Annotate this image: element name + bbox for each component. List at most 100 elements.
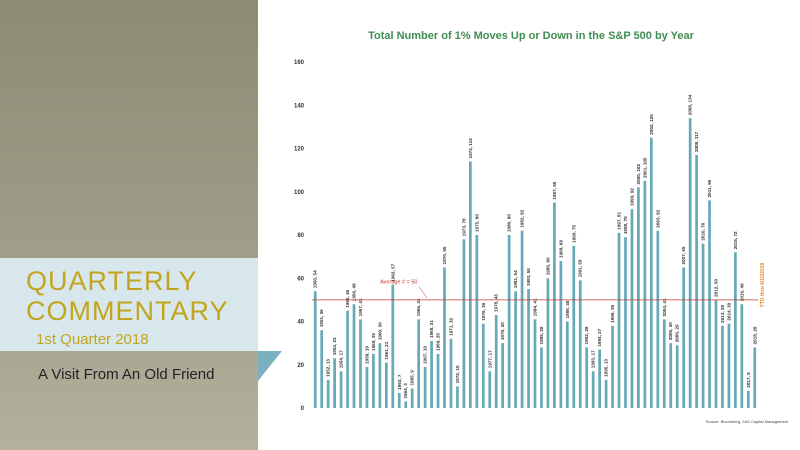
bar-label: 1984, 41 [533,298,538,316]
y-tick-label: 140 [294,103,305,109]
bar-label: 2011, 96 [707,179,712,197]
bar-label: 1982, 82 [520,209,525,227]
bar [436,353,440,408]
bar [333,358,336,408]
bar [352,304,356,408]
bar-label: 1994, 27 [597,328,602,346]
bar-label: 1955, 45 [345,289,350,307]
bar [533,319,537,408]
bar [365,366,369,408]
bar [469,161,472,408]
tagline: A Visit From An Old Friend [38,366,215,383]
bar-label: 1958, 19 [364,346,369,364]
bar-label: 1961, 21 [384,341,389,359]
bar [359,319,362,408]
bar [540,347,543,408]
bar [565,321,569,408]
bar-label: 1965, 9 [410,370,415,386]
bar [417,319,421,408]
bar-label: 1966, 41 [416,298,421,316]
bar [443,267,446,408]
bar-label: 1998, 79 [623,216,628,234]
bar-label: 1967, 19 [423,346,428,364]
bar-label: 1996, 38 [610,304,615,322]
bar [391,284,395,408]
source-note: Source: Bloomberg, JAG Capital Managemen… [705,419,788,424]
bar [494,315,498,408]
banner-title-line1: QUARTERLY [26,266,198,296]
bar [585,347,589,408]
y-tick-label: 160 [294,60,305,66]
bar-label: 1997, 81 [617,212,622,230]
bar [320,330,324,408]
bar [456,386,459,408]
bar [611,325,614,408]
bar [727,323,731,408]
y-tick-label: 80 [297,233,304,239]
bar-label: 1980, 80 [507,214,512,232]
average-label: Average # = 50 [380,280,417,286]
ytd-label: YTD thru 4/10/2018 [760,262,766,307]
left-panel [0,0,258,450]
bar [462,239,466,408]
bar-label: 1964, 3 [403,383,408,399]
bar [326,379,330,408]
bar-label: 2018, 28 [752,326,757,344]
bar [410,388,414,408]
bar-label: 1986, 60 [545,257,550,275]
bar-label: 1983, 55 [526,268,531,286]
bar [397,392,401,408]
bar-label: 2007, 65 [681,246,686,264]
bar-label: 2002, 125 [649,114,654,135]
bar [682,267,686,408]
bar-label: 2010, 76 [701,222,706,240]
bar-label: 1976, 39 [481,302,486,320]
bar [624,237,627,408]
y-tick-label: 40 [297,320,304,326]
bar-label: 2016, 48 [739,283,744,301]
bar [617,232,621,408]
bar [527,289,530,408]
bar-label: 1952, 13 [326,359,331,377]
bar-label: 1987, 95 [552,181,557,199]
bar-label: 1979, 30 [500,322,505,340]
bar [378,343,382,408]
bar-label: 1981, 54 [513,270,518,288]
bar-label: 1959, 25 [371,333,376,351]
bar-label: 1960, 30 [377,322,382,340]
bar-label: 2009, 117 [694,131,699,152]
bar-label: 1954, 17 [339,350,344,368]
banner-subtitle: 1st Quarter 2018 [36,331,149,348]
bar [475,235,479,408]
bar-label: 1968, 31 [429,320,434,338]
bar-label: 2005, 30 [668,322,673,340]
bar-label: 2001, 105 [642,157,647,178]
bar [591,371,595,408]
bar-label: 1951, 36 [319,309,324,327]
bar-chart: 0 20 40 60 80 100 120 140 160 1950, 54 1951, 36 195… [294,60,766,412]
bar [740,304,744,408]
bar [695,154,698,408]
bar [404,401,408,408]
bar-label: 1995, 13 [604,359,609,377]
bar-label: 2000, 102 [636,164,641,185]
bar-label: 2006, 29 [675,324,680,342]
banner-title-line2: COMMENTARY [26,296,229,326]
bar [553,202,556,408]
bar-label: 1950, 54 [313,270,318,288]
bar [753,347,757,408]
bar [501,343,505,408]
bar-label: 1999, 92 [629,188,634,206]
bar-label: 1963, 7 [397,374,402,390]
bar [662,319,666,408]
bar [656,230,660,408]
banner [0,258,258,351]
bar-label: 1992, 28 [584,326,589,344]
bar [643,180,647,408]
y-tick-label: 20 [297,363,304,369]
bar-label: 2008, 134 [688,94,693,115]
bar [714,299,718,408]
bar-label: 1973, 78 [461,218,466,236]
bar-label: 1953, 23 [332,337,337,355]
bar [481,323,485,408]
